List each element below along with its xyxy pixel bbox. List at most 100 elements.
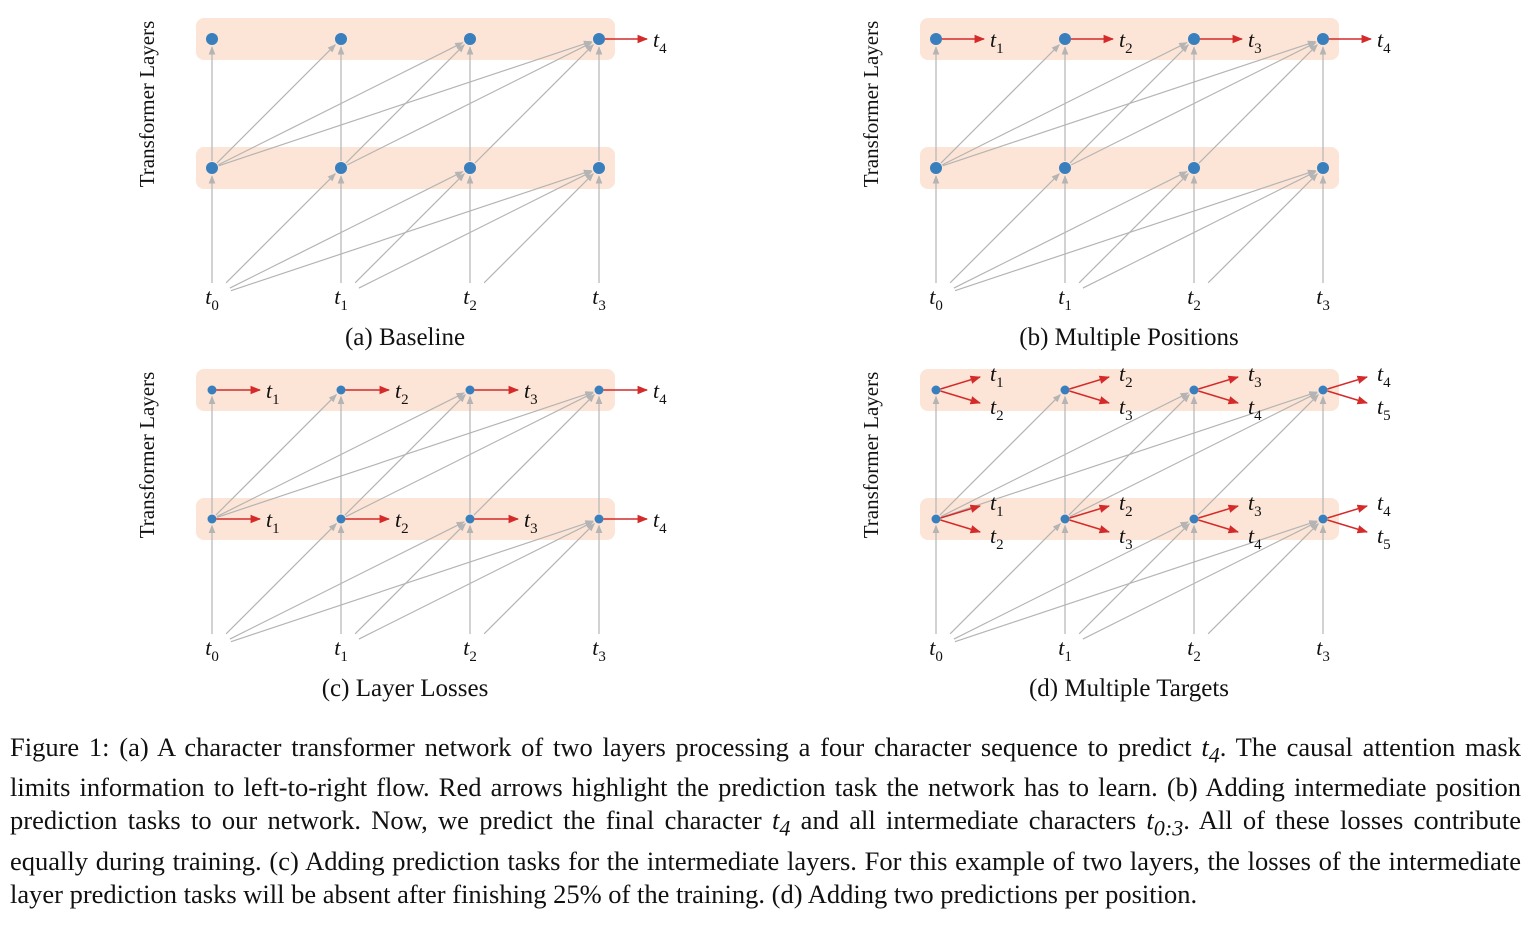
attention-edge [1068, 394, 1190, 516]
caption-text-3: and all intermediate characters [790, 805, 1147, 836]
attention-edge [1198, 44, 1318, 164]
prediction-arrow [940, 390, 982, 405]
input-token: t1 [1058, 284, 1072, 314]
attention-edge [345, 44, 465, 164]
top-layer-node [1059, 33, 1071, 45]
predicted-token: t4 [1248, 394, 1262, 424]
bottom-layer-node [465, 514, 475, 524]
attention-edge [949, 523, 1061, 635]
top-layer-node [335, 33, 347, 45]
attention-edge [939, 394, 1061, 516]
y-axis-label: Transformer Layers [135, 21, 159, 188]
bottom-layer-node [931, 514, 941, 524]
attention-edge [953, 171, 1188, 289]
predicted-token: t1 [266, 378, 280, 408]
caption-math-1: t4 [1201, 732, 1220, 768]
input-token: t3 [592, 635, 606, 665]
attention-edge [230, 169, 593, 292]
attention-edge [1082, 171, 1317, 289]
predicted-token: t1 [990, 490, 1004, 520]
top-layer-node [594, 385, 604, 395]
input-token: t2 [463, 284, 477, 314]
top-layer-node [593, 33, 605, 45]
bottom-layer-node [1188, 162, 1200, 174]
attention-edge [1078, 523, 1190, 635]
attention-edge [229, 171, 464, 289]
attention-edge [354, 173, 465, 284]
bottom-layer-node [206, 162, 218, 174]
prediction-arrow [1198, 390, 1240, 405]
predicted-token: t4 [1377, 27, 1391, 57]
attention-edge [354, 523, 466, 635]
prediction-arrow [1198, 519, 1240, 534]
top-layer-node [464, 33, 476, 45]
prediction-arrow [940, 519, 982, 534]
attention-edge [230, 520, 594, 643]
predicted-token: t2 [990, 394, 1004, 424]
top-layer-node [1188, 33, 1200, 45]
predicted-token: t3 [524, 378, 538, 408]
top-layer-node [1318, 385, 1328, 395]
prediction-edges: t4 [605, 27, 667, 57]
panel-caption: (c) Layer Losses [322, 675, 489, 702]
prediction-arrow [1069, 375, 1111, 390]
attention-edge [229, 521, 465, 640]
top-layer-node [1189, 385, 1199, 395]
predicted-token: t3 [1248, 490, 1262, 520]
attention-edges [932, 40, 1327, 292]
predicted-token: t4 [653, 378, 667, 408]
predicted-token: t2 [395, 507, 409, 537]
bottom-layer-node [594, 514, 604, 524]
top-layer-node [1317, 33, 1329, 45]
input-token: t3 [1316, 635, 1330, 665]
input-token: t1 [334, 284, 348, 314]
attention-edge [1078, 173, 1189, 284]
bottom-layer-node [464, 162, 476, 174]
predicted-token: t3 [524, 507, 538, 537]
predicted-token: t4 [653, 507, 667, 537]
predicted-token: t3 [1248, 27, 1262, 57]
attention-edge [1207, 173, 1318, 284]
predicted-token: t2 [395, 378, 409, 408]
predicted-token: t2 [1119, 490, 1133, 520]
caption-math-3: t0:3 [1146, 805, 1184, 841]
bottom-layer-node [593, 162, 605, 174]
top-layer-node [1060, 385, 1070, 395]
bottom-layer-node [1318, 514, 1328, 524]
top-layer-node [931, 385, 941, 395]
prediction-arrow [1198, 504, 1240, 519]
input-token: t3 [592, 284, 606, 314]
panel-a: Transformer Layers t0 t1 t2 t3 t4 (a) Baseline [135, 18, 667, 351]
y-axis-label: Transformer Layers [135, 372, 159, 539]
prediction-edges: t1 t2 t3 t4 [942, 27, 1391, 57]
caption-math-2: t4 [771, 805, 791, 841]
caption-text-2: . The causal attention mask limits infor… [10, 732, 1521, 836]
bottom-layer-node [1059, 162, 1071, 174]
attention-edge [953, 521, 1189, 640]
attention-edge [1069, 44, 1189, 164]
predicted-token: t5 [1377, 523, 1391, 553]
layer-band-bottom [196, 498, 615, 540]
predicted-token: t1 [990, 27, 1004, 57]
attention-edge [474, 44, 594, 164]
prediction-arrow [1327, 390, 1369, 405]
y-axis-label: Transformer Layers [859, 21, 883, 188]
predicted-token: t4 [653, 27, 667, 57]
input-token: t2 [463, 635, 477, 665]
caption-text-1: Figure 1: (a) A character transformer ne… [10, 732, 1202, 762]
attention-edges [208, 391, 603, 643]
bottom-layer-node [1189, 514, 1199, 524]
input-token: t0 [205, 284, 219, 314]
attention-edge [949, 173, 1060, 284]
attention-edge [954, 169, 1317, 292]
layer-band-top [920, 18, 1339, 60]
input-token: t2 [1187, 284, 1201, 314]
bottom-layer-node [1060, 514, 1070, 524]
attention-edge [483, 173, 594, 284]
predicted-token: t2 [1119, 361, 1133, 391]
attention-edge [215, 394, 337, 516]
prediction-arrow [1327, 519, 1369, 534]
bottom-layer-node [335, 162, 347, 174]
